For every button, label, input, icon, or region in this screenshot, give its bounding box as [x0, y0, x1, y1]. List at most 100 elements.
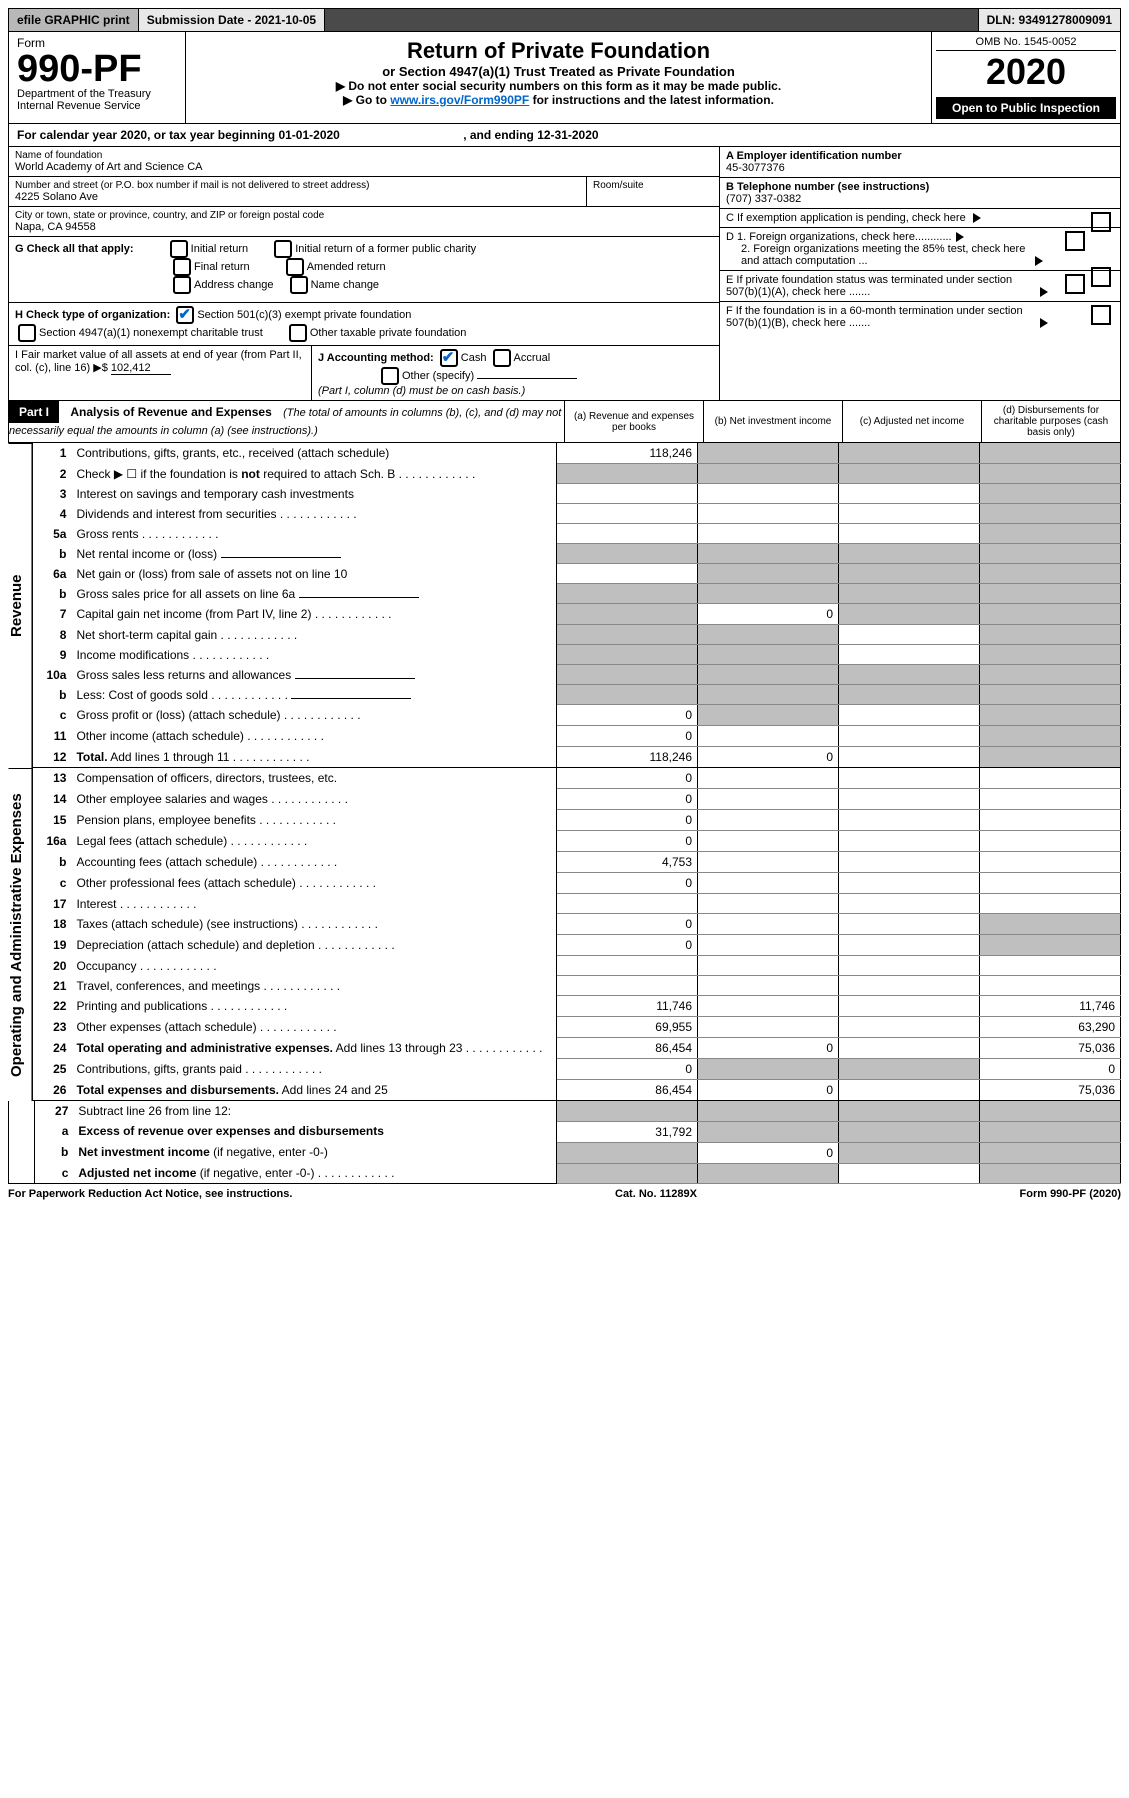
line-desc: Printing and publications: [71, 996, 556, 1017]
irs-label: Internal Revenue Service: [17, 100, 177, 112]
calyear-begin: 01-01-2020: [278, 128, 339, 142]
cell-value: 118,246: [557, 443, 698, 464]
cell-value: [698, 831, 839, 852]
line-desc: Other expenses (attach schedule): [71, 1017, 556, 1038]
cell-value: [839, 768, 980, 789]
cell-value: [980, 956, 1121, 976]
street-address: 4225 Solano Ave: [15, 191, 580, 203]
cell-value: [839, 935, 980, 956]
initial-former-checkbox[interactable]: [274, 240, 292, 258]
a-label: A Employer identification number: [726, 150, 902, 162]
line-desc: Net short-term capital gain: [71, 625, 556, 645]
info-left: Name of foundation World Academy of Art …: [9, 147, 719, 400]
a-row: A Employer identification number 45-3077…: [720, 147, 1120, 178]
d2-checkbox[interactable]: [1091, 267, 1111, 287]
submission-date: Submission Date - 2021-10-05: [139, 9, 325, 31]
line-num: c: [35, 1163, 74, 1184]
j-label: J Accounting method:: [318, 352, 434, 364]
cell-value: [698, 956, 839, 976]
name-label: Name of foundation: [15, 150, 713, 161]
cell-value: [557, 685, 698, 705]
address-change-checkbox[interactable]: [173, 276, 191, 294]
cell-value: [980, 544, 1121, 564]
instruction-1: ▶ Do not enter social security numbers o…: [192, 79, 925, 93]
cell-value: [980, 726, 1121, 747]
cell-value: [980, 524, 1121, 544]
g-opt-0: Initial return: [191, 243, 248, 255]
line-num: 27: [35, 1101, 74, 1121]
cell-value: 0: [557, 726, 698, 747]
line-desc: Net rental income or (loss): [71, 544, 556, 564]
cell-value: [557, 604, 698, 625]
cell-value: [698, 894, 839, 914]
501c3-checkbox[interactable]: [176, 306, 194, 324]
cell-value: [980, 564, 1121, 584]
cell-value: [557, 564, 698, 584]
line-num: 14: [33, 789, 72, 810]
cash-checkbox[interactable]: [440, 349, 458, 367]
line-desc: Less: Cost of goods sold: [71, 685, 556, 705]
cell-value: [698, 1163, 839, 1184]
final-return-checkbox[interactable]: [173, 258, 191, 276]
cell-value: [839, 1121, 980, 1142]
line-num: 13: [33, 768, 72, 789]
cell-value: [839, 604, 980, 625]
cell-value: [839, 1038, 980, 1059]
other-method-checkbox[interactable]: [381, 367, 399, 385]
cell-value: 0: [698, 1038, 839, 1059]
h-label: H Check type of organization:: [15, 309, 170, 321]
header-left: Form 990-PF Department of the Treasury I…: [9, 32, 186, 123]
cell-value: 31,792: [557, 1121, 698, 1142]
form-number: 990-PF: [17, 50, 177, 88]
d1-checkbox[interactable]: [1065, 231, 1085, 251]
line-desc: Gross sales less returns and allowances: [71, 665, 556, 685]
line-desc: Taxes (attach schedule) (see instruction…: [71, 914, 556, 935]
arrow-icon: [1035, 256, 1043, 266]
cell-value: [839, 996, 980, 1017]
cell-value: 11,746: [980, 996, 1121, 1017]
f-checkbox[interactable]: [1091, 305, 1111, 325]
city-row: City or town, state or province, country…: [9, 207, 719, 237]
amended-return-checkbox[interactable]: [286, 258, 304, 276]
line-desc: Contributions, gifts, grants paid: [71, 1059, 556, 1080]
cell-value: [839, 789, 980, 810]
initial-return-checkbox[interactable]: [170, 240, 188, 258]
cell-value: [698, 1101, 839, 1121]
cell-value: [839, 1059, 980, 1080]
name-change-checkbox[interactable]: [290, 276, 308, 294]
foundation-name: World Academy of Art and Science CA: [15, 161, 713, 173]
line-desc: Contributions, gifts, grants, etc., rece…: [71, 443, 556, 464]
form990pf-link[interactable]: www.irs.gov/Form990PF: [390, 93, 529, 107]
4947a1-checkbox[interactable]: [18, 324, 36, 342]
other-taxable-checkbox[interactable]: [289, 324, 307, 342]
calyear-mid: , and ending: [463, 128, 537, 142]
cell-value: [980, 665, 1121, 685]
line-desc: Net gain or (loss) from sale of assets n…: [71, 564, 556, 584]
cell-value: [698, 584, 839, 604]
j-note: (Part I, column (d) must be on cash basi…: [318, 385, 525, 397]
cell-value: [698, 768, 839, 789]
line-num: 19: [33, 935, 72, 956]
cell-value: [839, 705, 980, 726]
cell-value: [980, 1121, 1121, 1142]
footer-mid: Cat. No. 11289X: [615, 1188, 697, 1200]
accrual-checkbox[interactable]: [493, 349, 511, 367]
c-checkbox[interactable]: [1091, 212, 1111, 232]
arrow-icon: [956, 232, 964, 242]
revenue-table: 1Contributions, gifts, grants, etc., rec…: [32, 443, 1121, 768]
line-num: 7: [33, 604, 72, 625]
cell-value: [698, 665, 839, 685]
cell-value: [698, 484, 839, 504]
cell-value: [980, 935, 1121, 956]
e-checkbox[interactable]: [1065, 274, 1085, 294]
cell-value: [839, 852, 980, 873]
cell-value: 0: [698, 604, 839, 625]
cell-value: [698, 726, 839, 747]
cell-value: [839, 810, 980, 831]
part1-header: Part I Analysis of Revenue and Expenses …: [8, 401, 1121, 443]
cell-value: 63,290: [980, 1017, 1121, 1038]
efile-label[interactable]: efile GRAPHIC print: [9, 9, 139, 31]
cell-value: [839, 894, 980, 914]
cell-value: [980, 768, 1121, 789]
line-desc: Capital gain net income (from Part IV, l…: [71, 604, 556, 625]
